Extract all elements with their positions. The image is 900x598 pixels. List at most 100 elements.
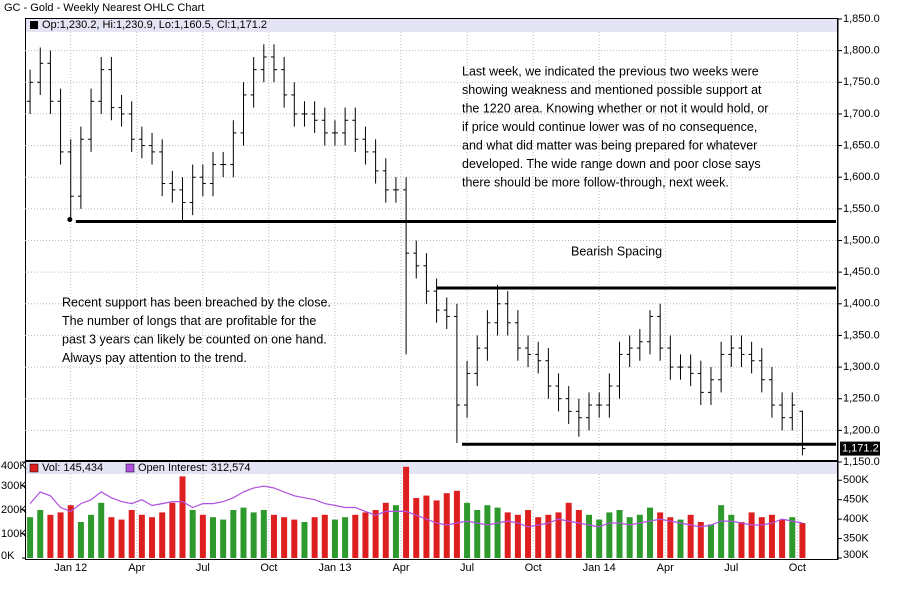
volume-bar bbox=[504, 512, 511, 558]
annotation: Recent support has been breached by the … bbox=[62, 295, 331, 309]
volume-bar bbox=[57, 512, 64, 558]
x-tick-label: Oct bbox=[260, 562, 277, 574]
y-tick-label: 200K bbox=[1, 504, 27, 516]
volume-bar bbox=[525, 510, 532, 558]
volume-bar bbox=[748, 512, 755, 558]
volume-bar bbox=[789, 517, 796, 558]
volume-bar bbox=[118, 519, 125, 558]
volume-bar bbox=[423, 495, 430, 558]
volume-bar bbox=[799, 523, 806, 558]
volume-bar bbox=[342, 517, 349, 558]
volume-bar bbox=[77, 522, 84, 558]
volume-bar bbox=[98, 502, 105, 558]
volume-bar bbox=[88, 514, 95, 558]
y-tick-label: 1,200.0 bbox=[843, 424, 880, 436]
x-tick-label: Oct bbox=[789, 562, 806, 574]
annotation: The number of longs that are profitable … bbox=[62, 314, 316, 328]
volume-bar bbox=[179, 476, 186, 558]
volume-bar bbox=[464, 502, 471, 558]
y-tick-label: 1,750.0 bbox=[843, 76, 880, 88]
line-anchor bbox=[67, 217, 73, 223]
volume-bar bbox=[199, 514, 206, 558]
volume-bar bbox=[189, 510, 196, 558]
y-tick-label: 1,800.0 bbox=[843, 45, 880, 57]
y-tick-label: 0K bbox=[1, 550, 15, 562]
x-tick-label: Jan 13 bbox=[318, 562, 351, 574]
volume-bar bbox=[169, 502, 176, 558]
annotation: showing weakness and mentioned possible … bbox=[462, 83, 762, 97]
header-text: Op:1,230.2, Hi:1,230.9, Lo:1,160.5, Cl:1… bbox=[42, 19, 267, 31]
volume-bar bbox=[240, 507, 247, 558]
volume-bar bbox=[433, 500, 440, 558]
legend-swatch bbox=[125, 463, 135, 473]
volume-bar bbox=[210, 517, 217, 558]
last-price-label: 1,171.2 bbox=[842, 442, 879, 454]
volume-bar bbox=[687, 514, 694, 558]
y-tick-label: 100K bbox=[1, 528, 27, 540]
volume-bar bbox=[555, 512, 562, 558]
volume-header-band bbox=[25, 462, 838, 474]
x-tick-label: Jan 12 bbox=[54, 562, 87, 574]
open-interest-line bbox=[29, 485, 803, 528]
y-tick-label: 1,850.0 bbox=[843, 13, 880, 25]
volume-bar bbox=[616, 510, 623, 558]
volume-bar bbox=[260, 510, 267, 558]
x-tick-label: Apr bbox=[128, 562, 145, 574]
volume-bar bbox=[545, 514, 552, 558]
volume-bar bbox=[474, 510, 481, 558]
volume-bar bbox=[626, 517, 633, 558]
volume-bar bbox=[636, 514, 643, 558]
volume-bar bbox=[108, 517, 115, 558]
y-tick-label: 1,250.0 bbox=[843, 393, 880, 405]
x-tick-label: Jul bbox=[196, 562, 210, 574]
annotation: Last week, we indicated the previous two… bbox=[462, 64, 759, 78]
volume-bar bbox=[128, 510, 135, 558]
annotation: there should be more follow-through, nex… bbox=[462, 175, 729, 189]
y-tick-label: 1,700.0 bbox=[843, 108, 880, 120]
volume-bar bbox=[47, 514, 54, 558]
volume-bar bbox=[372, 510, 379, 558]
volume-bar bbox=[596, 519, 603, 558]
legend-swatch bbox=[29, 463, 39, 473]
volume-bar bbox=[768, 514, 775, 558]
last-price-box bbox=[840, 441, 880, 456]
volume-bar bbox=[728, 514, 735, 558]
y-tick-label: 1,450.0 bbox=[843, 266, 880, 278]
volume-bar bbox=[535, 517, 542, 558]
volume-bar bbox=[586, 514, 593, 558]
volume-bar bbox=[301, 522, 308, 558]
x-tick-label: Jul bbox=[724, 562, 738, 574]
volume-bar bbox=[657, 512, 664, 558]
volume-bar bbox=[331, 519, 338, 558]
y-tick-label: 1,300.0 bbox=[843, 361, 880, 373]
volume-bar bbox=[362, 512, 369, 558]
legend-label: Open Interest: 312,574 bbox=[138, 462, 251, 474]
volume-bar bbox=[738, 522, 745, 558]
volume-bar bbox=[321, 514, 328, 558]
y2-tick-label: 500K bbox=[843, 474, 869, 486]
annotation: and what did matter was being prepared f… bbox=[462, 138, 757, 152]
volume-bar bbox=[403, 466, 410, 558]
volume-bar bbox=[697, 522, 704, 558]
volume-bar bbox=[514, 514, 521, 558]
volume-bar bbox=[270, 514, 277, 558]
volume-bar bbox=[352, 514, 359, 558]
y-tick-label: 1,650.0 bbox=[843, 139, 880, 151]
volume-bar bbox=[707, 524, 714, 558]
annotation: Always pay attention to the trend. bbox=[62, 351, 247, 365]
annotation: if price would continue lower was of no … bbox=[462, 120, 757, 134]
x-tick-label: Apr bbox=[657, 562, 674, 574]
volume-bar bbox=[37, 510, 44, 558]
volume-bar bbox=[413, 498, 420, 558]
legend-label: Vol: 145,434 bbox=[42, 462, 103, 474]
volume-bar bbox=[565, 502, 572, 558]
volume-bar bbox=[149, 517, 156, 558]
y2-tick-label: 450K bbox=[843, 494, 869, 506]
volume-bar bbox=[484, 505, 491, 558]
volume-bar bbox=[230, 510, 237, 558]
header-marker bbox=[30, 21, 38, 29]
header-band bbox=[25, 18, 838, 32]
volume-bar bbox=[159, 512, 166, 558]
